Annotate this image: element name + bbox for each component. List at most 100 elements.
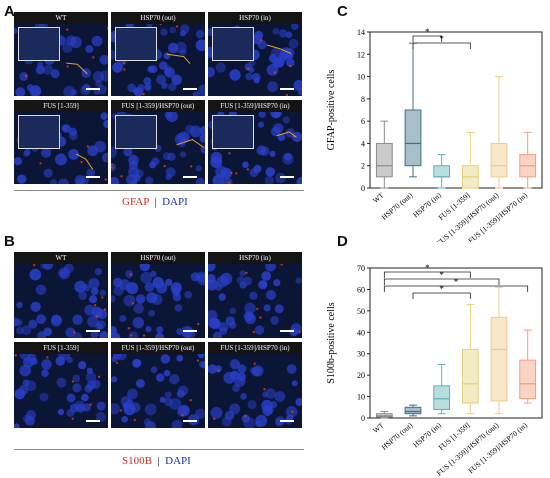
micrograph-a-3: HSP70 (in) <box>208 12 302 96</box>
micrograph-caption: FUS [1-359] <box>14 342 108 354</box>
box <box>519 359 537 400</box>
micrograph-a-4: FUS [1-359] <box>14 100 108 184</box>
y-tick-label: 20 <box>357 371 365 380</box>
significance-star: * <box>454 277 459 287</box>
significance-bracket <box>412 35 443 42</box>
scale-bar <box>280 88 294 90</box>
micrograph-field <box>14 348 108 428</box>
stain-gfap-label: GFAP <box>122 196 149 208</box>
stain-sep: | <box>151 196 160 208</box>
micrograph-field <box>208 354 302 428</box>
stain-divider-a <box>14 190 304 191</box>
micrograph-caption: FUS [1-359]/HSP70 (in) <box>208 342 302 354</box>
scale-bar <box>183 330 197 332</box>
y-tick-label: 8 <box>361 95 365 104</box>
micrograph-caption: HSP70 (out) <box>111 252 205 264</box>
inset-zoom <box>212 27 254 61</box>
micrograph-b-1: WT <box>14 252 108 338</box>
micrograph-caption: FUS [1-359] <box>14 100 108 112</box>
stain-dapi-label-a: DAPI <box>162 196 188 208</box>
box-plot-d: 0 10 20 30 40 50 60 70 S100b-positive cells WTHSP… <box>326 263 543 476</box>
inset-zoom <box>212 115 254 149</box>
significance-star: * <box>439 284 444 294</box>
y-axis-label: S100b-positive cells <box>326 302 337 383</box>
y-tick-label: 30 <box>357 350 365 359</box>
micrograph-caption: FUS [1-359]/HSP70 (out) <box>111 100 205 112</box>
x-tick-label: WT <box>371 420 386 435</box>
stain-s100b-label: S100B <box>122 455 152 467</box>
significance-star: * <box>425 27 430 37</box>
micrograph-field <box>208 22 302 96</box>
box <box>490 142 508 178</box>
significance-bracket <box>412 42 471 49</box>
micrograph-a-2: HSP70 (out) <box>111 12 205 96</box>
plot-frame <box>369 267 543 419</box>
y-tick-label: 50 <box>357 307 365 316</box>
significance-bracket <box>412 292 471 299</box>
y-tick-label: 14 <box>357 28 365 37</box>
stain-divider-b <box>14 449 304 450</box>
inset-zoom <box>18 27 60 61</box>
panel-letter-a: A <box>4 3 15 20</box>
box <box>433 385 451 410</box>
micrograph-field <box>111 348 205 428</box>
x-tick-label: WT <box>371 190 386 205</box>
micrograph-b-6: FUS [1-359]/HSP70 (in) <box>208 342 302 428</box>
box <box>490 316 508 402</box>
box <box>375 142 393 178</box>
significance-bracket <box>383 278 500 285</box>
scale-bar <box>280 330 294 332</box>
y-tick-label: 6 <box>361 117 365 126</box>
scale-bar <box>86 88 100 90</box>
y-tick-label: 10 <box>357 393 365 402</box>
significance-bracket <box>383 271 471 278</box>
scale-bar <box>183 420 197 422</box>
panel-letter-d: D <box>337 233 348 250</box>
micrograph-a-6: FUS [1-359]/HSP70 (in) <box>208 100 302 184</box>
y-tick-label: 4 <box>361 139 365 148</box>
panel-letter-b: B <box>4 233 15 250</box>
y-tick-label: 0 <box>361 184 365 193</box>
micrograph-caption: WT <box>14 252 108 264</box>
micrograph-field <box>14 259 108 338</box>
inset-zoom <box>18 115 60 149</box>
significance-star: * <box>439 34 444 44</box>
inset-zoom <box>115 115 157 149</box>
significance-star: * <box>425 263 430 273</box>
micrograph-caption: FUS [1-359]/HSP70 (in) <box>208 100 302 112</box>
y-tick-label: 60 <box>357 285 365 294</box>
scale-bar <box>86 330 100 332</box>
panel-letter-c: C <box>337 3 348 20</box>
stain-legend-b: S100B | DAPI <box>122 455 191 467</box>
y-tick-label: 40 <box>357 328 365 337</box>
stain-legend-a: GFAP | DAPI <box>122 196 188 208</box>
y-tick-label: 70 <box>357 264 365 273</box>
micrograph-caption: HSP70 (in) <box>208 12 302 24</box>
stain-dapi-label-b: DAPI <box>165 455 191 467</box>
scale-bar <box>86 176 100 178</box>
plot-frame <box>369 31 543 189</box>
scale-bar <box>183 88 197 90</box>
x-tick-label: HSP70 (out) <box>380 420 415 451</box>
x-tick-label: HSP70 (out) <box>380 190 415 221</box>
micrograph-a-5: FUS [1-359]/HSP70 (out) <box>111 100 205 184</box>
micrograph-field <box>111 260 205 338</box>
y-tick-label: 0 <box>361 414 365 423</box>
micrograph-a-1: WT <box>14 12 108 96</box>
micrograph-b-5: FUS [1-359]/HSP70 (out) <box>111 342 205 428</box>
significance-star: * <box>439 270 444 280</box>
micrograph-caption: HSP70 (out) <box>111 12 205 24</box>
micrograph-caption: WT <box>14 12 108 24</box>
scale-bar <box>86 420 100 422</box>
micrograph-b-3: HSP70 (in) <box>208 252 302 338</box>
significance-bracket <box>383 285 529 292</box>
y-axis-label: GFAP-positive cells <box>326 70 337 151</box>
box <box>404 406 422 415</box>
y-tick-label: 2 <box>361 162 365 171</box>
micrograph-field <box>208 259 302 338</box>
inset-zoom <box>115 27 157 61</box>
micrograph-field <box>111 109 205 184</box>
micrograph-field <box>111 21 205 96</box>
box <box>461 348 479 404</box>
micrograph-b-2: HSP70 (out) <box>111 252 205 338</box>
